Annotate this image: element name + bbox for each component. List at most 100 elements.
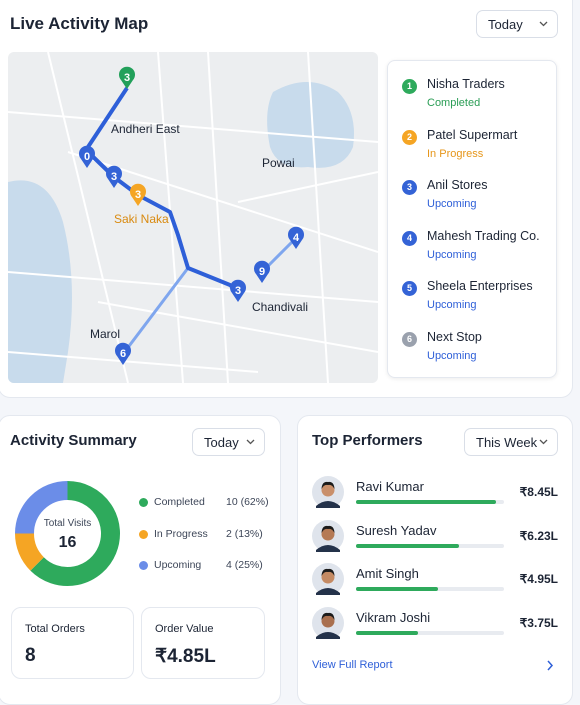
legend-value: 10 (62%)	[226, 496, 269, 508]
avatar	[312, 476, 344, 508]
progress-bar	[356, 500, 496, 504]
pin-label: 9	[259, 266, 265, 278]
stop-number: 2	[402, 129, 417, 145]
legend-value: 4 (25%)	[226, 559, 263, 571]
stop-status: In Progress	[427, 147, 484, 160]
stat-value: 8	[25, 645, 36, 666]
route	[84, 86, 240, 294]
stat-label: Total Orders	[25, 623, 85, 635]
stop-status: Upcoming	[427, 198, 477, 210]
avatar-hair	[321, 481, 335, 489]
avatar	[312, 563, 344, 595]
pins: 3 0 3 3 4 9 3 6	[79, 66, 304, 365]
chevron	[539, 439, 548, 445]
donut	[15, 481, 120, 586]
place-label: Andheri East	[111, 122, 180, 136]
donut-segment	[30, 481, 120, 586]
stop-number: 3	[402, 180, 417, 195]
donut-label: Total Visits	[43, 518, 92, 529]
stop-number: 5	[402, 281, 417, 296]
avatar-body	[316, 588, 340, 595]
chevron	[539, 21, 548, 27]
avatar-body	[316, 544, 340, 552]
avatar-face	[321, 483, 335, 497]
progress-track	[356, 543, 504, 548]
stop-name: Anil Stores	[427, 178, 488, 192]
pin-label: 3	[124, 72, 130, 84]
performer-name: Suresh Yadav	[356, 522, 437, 538]
progress-track	[356, 630, 504, 635]
stop-name: Sheela Enterprises	[427, 279, 533, 293]
avatar-body	[316, 631, 340, 639]
performer-name: Ravi Kumar	[356, 479, 424, 494]
view-report-link[interactable]: View Full Report	[312, 659, 393, 671]
pin-label: 3	[235, 285, 241, 297]
avatar-body	[316, 501, 340, 508]
stop-number: 1	[402, 79, 417, 94]
avatar-hair	[321, 525, 335, 533]
pin: 9	[254, 260, 270, 283]
stop-status: Completed	[427, 97, 481, 109]
performer-name: Vikram Joshi	[356, 609, 431, 625]
pin: 0	[79, 145, 95, 168]
filter-label: This Week	[476, 435, 538, 450]
stop-name: Mahesh Trading Co.	[427, 228, 540, 243]
donut-segment	[15, 532, 45, 571]
stop-number: 6	[402, 331, 417, 347]
stop-number: 4	[402, 230, 417, 246]
stop-name: Next Stop	[427, 329, 482, 344]
pin-label: 0	[84, 151, 90, 163]
lake	[267, 82, 354, 168]
legend-dot	[139, 529, 148, 539]
performers-card	[297, 415, 573, 705]
route-secondary	[121, 267, 190, 355]
progress-bar	[356, 630, 419, 635]
performer-name: Amit Singh	[356, 566, 419, 581]
stat-label: Order Value	[155, 623, 214, 635]
avatar-face	[321, 527, 335, 540]
performers-filter[interactable]: This Week	[464, 428, 558, 456]
pin: 4	[288, 226, 304, 249]
stat-value: ₹4.85L	[155, 646, 216, 667]
avatar-hair	[321, 612, 335, 620]
stop-status: Upcoming	[427, 299, 477, 311]
chevron	[246, 439, 255, 445]
map-filter[interactable]: Today	[476, 10, 558, 38]
pin-label: 4	[293, 232, 300, 244]
progress-bar	[356, 587, 438, 591]
map[interactable]: 3 0 3 3 4 9 3 6 Andheri East Powai Saki …	[8, 52, 378, 383]
pin-label: 6	[120, 348, 126, 360]
stat-card: Total Orders 8	[11, 607, 134, 679]
place-label: Chandivali	[252, 300, 308, 314]
progress-track	[356, 587, 504, 591]
chevron-right[interactable]	[546, 660, 554, 671]
stop-status: Upcoming	[427, 248, 477, 261]
place-label: Marol	[90, 327, 120, 341]
avatar-face	[321, 614, 335, 627]
stop-name: Patel Supermart	[427, 127, 518, 142]
legend-dot	[139, 561, 148, 570]
stop-status: Upcoming	[427, 349, 477, 362]
progress-track	[356, 500, 504, 504]
summary-filter[interactable]: Today	[192, 428, 265, 456]
pin: 6	[115, 342, 131, 365]
legend-label: Completed	[154, 496, 205, 508]
avatar-hair	[321, 568, 335, 576]
place-label: Saki Naka	[114, 212, 169, 226]
performers-title: Top Performers	[312, 432, 423, 449]
water	[8, 180, 72, 383]
stat-card: Order Value ₹4.85L	[141, 607, 265, 679]
legend-label: Upcoming	[154, 559, 202, 571]
donut-segment	[15, 481, 69, 535]
pin-label: 3	[111, 171, 117, 183]
place-label: Powai	[262, 156, 295, 170]
pin-label: 3	[135, 189, 141, 201]
pin: 3	[106, 165, 122, 188]
pin: 3	[130, 183, 146, 206]
map-title: Live Activity Map	[10, 14, 149, 33]
summary-title: Activity Summary	[10, 432, 137, 449]
stop-list	[387, 60, 557, 378]
progress-bar	[356, 543, 460, 548]
